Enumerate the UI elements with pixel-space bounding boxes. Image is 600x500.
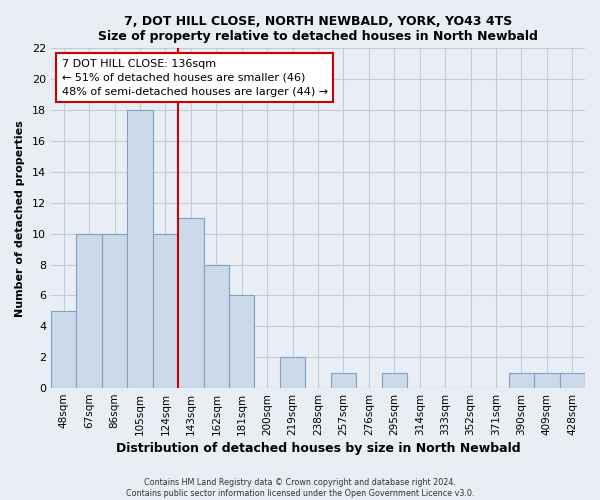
- Bar: [509, 372, 534, 388]
- Bar: [178, 218, 203, 388]
- Text: 7 DOT HILL CLOSE: 136sqm
← 51% of detached houses are smaller (46)
48% of semi-d: 7 DOT HILL CLOSE: 136sqm ← 51% of detach…: [62, 58, 328, 96]
- Title: 7, DOT HILL CLOSE, NORTH NEWBALD, YORK, YO43 4TS
Size of property relative to de: 7, DOT HILL CLOSE, NORTH NEWBALD, YORK, …: [98, 15, 538, 43]
- Bar: [382, 372, 407, 388]
- Bar: [51, 311, 76, 388]
- Bar: [127, 110, 153, 388]
- X-axis label: Distribution of detached houses by size in North Newbald: Distribution of detached houses by size …: [116, 442, 520, 455]
- Bar: [534, 372, 560, 388]
- Bar: [203, 264, 229, 388]
- Bar: [76, 234, 102, 388]
- Bar: [153, 234, 178, 388]
- Bar: [280, 357, 305, 388]
- Bar: [229, 296, 254, 388]
- Bar: [560, 372, 585, 388]
- Bar: [331, 372, 356, 388]
- Bar: [102, 234, 127, 388]
- Y-axis label: Number of detached properties: Number of detached properties: [15, 120, 25, 316]
- Text: Contains HM Land Registry data © Crown copyright and database right 2024.
Contai: Contains HM Land Registry data © Crown c…: [126, 478, 474, 498]
